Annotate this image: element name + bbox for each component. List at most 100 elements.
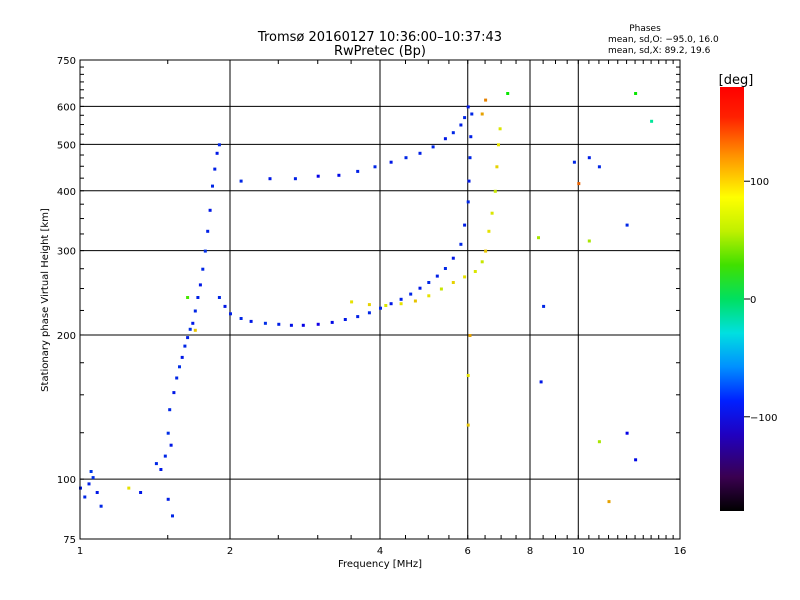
echo-point (91, 476, 95, 480)
echo-point (587, 239, 591, 243)
echo-point (211, 184, 214, 188)
echo-point (469, 135, 473, 139)
echo-point (443, 267, 447, 270)
echo-point (427, 294, 431, 298)
echo-point (87, 482, 91, 486)
echo-point (399, 297, 403, 301)
echo-point (217, 296, 221, 299)
echo-point (198, 283, 202, 287)
echo-point (330, 320, 334, 324)
echo-point (154, 462, 158, 466)
echo-point (490, 211, 494, 215)
echo-point (625, 223, 629, 227)
echo-point (163, 454, 167, 458)
echo-point (201, 267, 205, 271)
echo-point (159, 468, 163, 471)
colorbar (720, 87, 744, 511)
echo-point (597, 440, 601, 444)
x-axis-label: Frequency [MHz] (338, 559, 422, 570)
echo-point (337, 173, 341, 177)
echo-point (367, 303, 371, 307)
echo-point (239, 179, 243, 183)
x-tick-label: 8 (527, 546, 533, 557)
echo-point (208, 208, 212, 212)
y-tick-label: 500 (57, 140, 76, 151)
echo-point (463, 223, 467, 227)
y-tick-label: 400 (57, 187, 76, 198)
stats-heading: Phases (629, 24, 661, 34)
echo-point (506, 92, 510, 95)
chart-title: Tromsø 20160127 10:36:00–10:37:43 (257, 30, 502, 45)
echo-point (180, 355, 184, 359)
echo-point (634, 458, 638, 462)
echo-point (466, 374, 470, 377)
echo-point (367, 311, 371, 315)
echo-point (409, 292, 413, 296)
echo-point (463, 116, 467, 120)
echo-point (480, 260, 484, 264)
echo-point (463, 275, 467, 279)
echo-point (289, 323, 293, 327)
chart-subtitle: RwPretec (Bp) (334, 44, 426, 59)
colorbar-tick-label: −100 (750, 413, 777, 424)
echo-point (468, 334, 472, 337)
data-points (79, 92, 654, 518)
y-axis-label: Stationary phase Virtual Height [km] (40, 208, 51, 392)
echo-point (484, 249, 488, 253)
echo-point (537, 236, 540, 240)
echo-point (495, 165, 499, 169)
echo-point (316, 322, 320, 326)
y-tick-label: 300 (57, 247, 76, 258)
echo-point (650, 119, 654, 123)
echo-point (467, 179, 471, 183)
y-tick-label: 200 (57, 331, 76, 342)
x-tick-label: 10 (572, 546, 585, 557)
echo-point (572, 160, 576, 164)
echo-point (439, 287, 443, 291)
echo-point (99, 504, 103, 508)
echo-point (95, 491, 99, 494)
echo-point (451, 131, 455, 135)
x-tick-label: 4 (377, 546, 383, 557)
echo-point (587, 156, 591, 160)
echo-point (191, 321, 195, 325)
echo-point (443, 137, 447, 141)
x-tick-label: 6 (465, 546, 471, 557)
echo-point (183, 344, 187, 348)
colorbar-tick-label: 100 (750, 177, 769, 188)
echo-point (470, 112, 474, 116)
echo-point (139, 491, 143, 494)
echo-point (459, 123, 463, 127)
y-tick-label: 75 (63, 535, 76, 546)
echo-point (166, 497, 170, 501)
echo-point (473, 270, 477, 273)
echo-point (239, 317, 243, 320)
echo-point (277, 322, 281, 326)
echo-point (356, 169, 360, 173)
echo-point (188, 327, 192, 331)
echo-point (263, 321, 267, 325)
echo-point (466, 105, 470, 109)
echo-point (217, 143, 221, 147)
echo-point (373, 165, 377, 169)
echo-point (389, 302, 393, 306)
echo-point (127, 486, 131, 490)
y-tick-label: 600 (57, 102, 76, 113)
grid-lines (80, 60, 680, 539)
echo-point (418, 151, 422, 155)
echo-point (89, 470, 93, 473)
echo-point (493, 189, 497, 193)
echo-point (206, 229, 210, 233)
echo-point (418, 286, 422, 290)
echo-point (193, 328, 197, 332)
echo-point (466, 423, 470, 427)
echo-point (607, 500, 611, 504)
echo-point (389, 160, 393, 164)
echo-point (196, 296, 200, 299)
echo-point (625, 431, 629, 435)
echo-point (186, 296, 190, 299)
echo-point (268, 177, 272, 181)
echo-point (497, 143, 500, 147)
echo-point (83, 495, 87, 499)
